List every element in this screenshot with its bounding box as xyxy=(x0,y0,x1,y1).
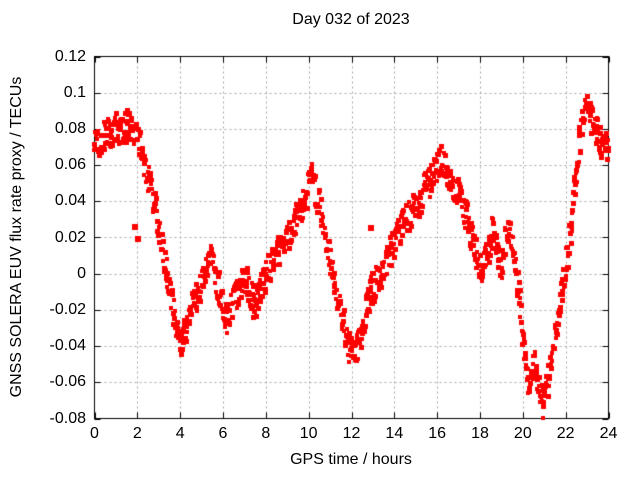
x-tick-label: 16 xyxy=(428,425,447,442)
y-tick-label: 0 xyxy=(77,264,86,282)
x-tick-label: 12 xyxy=(342,425,361,442)
x-tick-label: 4 xyxy=(175,425,185,442)
chart-title: Day 032 of 2023 xyxy=(292,11,410,28)
x-tick-label: 8 xyxy=(261,425,271,442)
y-tick-label: 0.02 xyxy=(54,228,86,246)
y-tick-label: 0.06 xyxy=(54,156,86,174)
x-tick-label: 22 xyxy=(556,425,575,442)
y-tick-label: -0.08 xyxy=(49,409,86,427)
y-tick-label: 0.04 xyxy=(54,192,86,210)
y-tick-label: 0.08 xyxy=(54,119,86,137)
y-tick-label: -0.04 xyxy=(49,337,86,355)
x-tick-label: 2 xyxy=(132,425,142,442)
x-axis-label: GPS time / hours xyxy=(290,451,412,468)
y-tick-label: -0.02 xyxy=(49,300,86,318)
y-tick-label: 0.1 xyxy=(63,83,86,101)
x-tick-label: 24 xyxy=(599,425,618,442)
y-tick-label: -0.06 xyxy=(49,373,86,391)
x-tick-label: 14 xyxy=(385,425,404,442)
x-tick-label: 0 xyxy=(90,425,99,442)
x-tick-label: 18 xyxy=(471,425,489,442)
x-tick-label: 20 xyxy=(513,425,532,442)
x-tick-label: 10 xyxy=(299,425,318,442)
x-tick-label: 6 xyxy=(218,425,228,442)
y-tick-label: 0.12 xyxy=(54,47,86,65)
